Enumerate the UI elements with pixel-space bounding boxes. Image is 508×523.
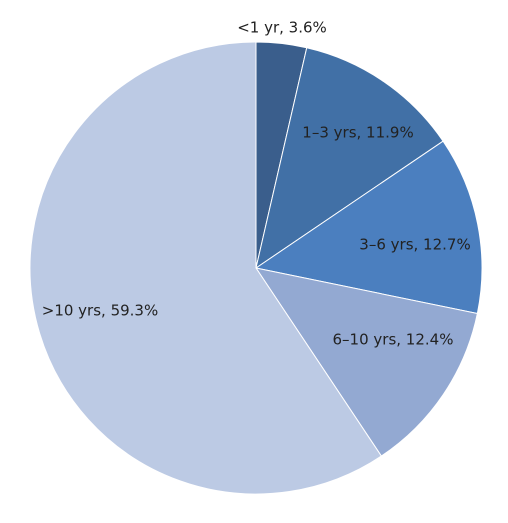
pie-slice	[255, 47, 444, 270]
slice-label: 1–3 yrs, 11.9%	[302, 124, 413, 142]
slice-label: >10 yrs, 59.3%	[42, 302, 158, 320]
pie-slice	[254, 140, 483, 315]
slice-label: 6–10 yrs, 12.4%	[333, 331, 454, 349]
pie-slice	[254, 267, 478, 457]
slice-label: 3–6 yrs, 12.7%	[359, 236, 470, 254]
slice-label: <1 yr, 3.6%	[237, 19, 327, 37]
pie-slice	[29, 41, 383, 495]
